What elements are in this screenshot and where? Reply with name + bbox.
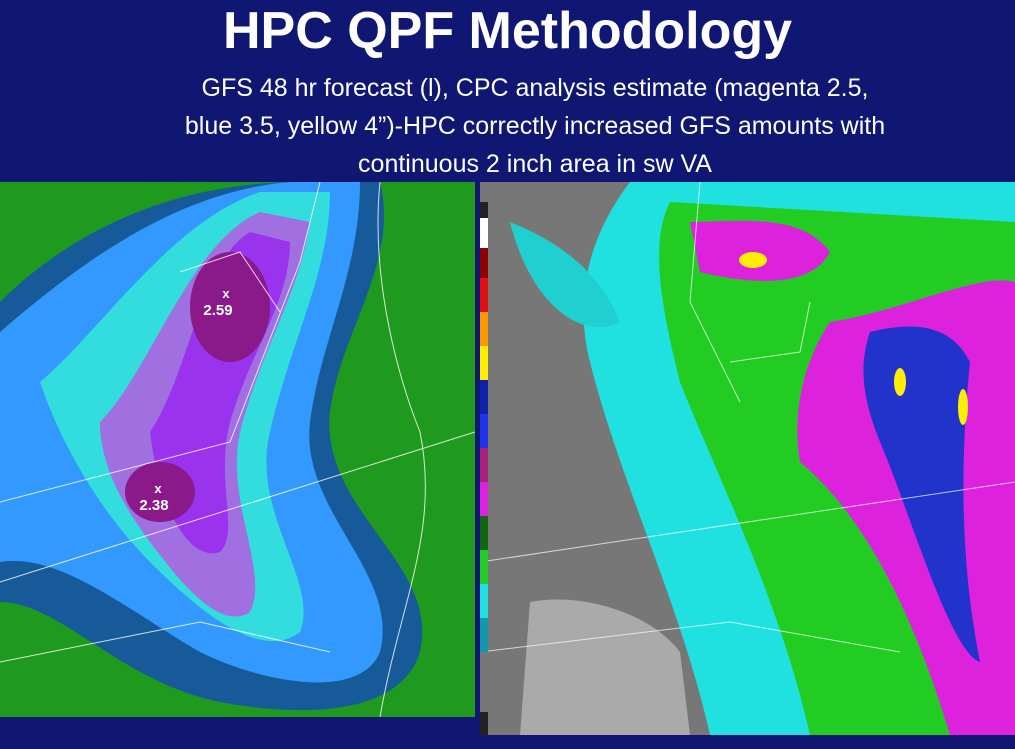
gfs-forecast-map: x 2.59 x 2.38 [0, 182, 475, 717]
subtitle-line: blue 3.5, yellow 4”)-HPC correctly incre… [184, 112, 886, 140]
max-marker: x [222, 286, 230, 301]
max-value: 2.59 [203, 302, 232, 319]
color-legend [480, 218, 488, 712]
max-value: 2.38 [139, 497, 168, 514]
max-marker: x [154, 481, 162, 496]
subtitle-line: continuous 2 inch area in sw VA [358, 150, 712, 178]
slide-title: HPC QPF Methodology [222, 2, 793, 60]
cpc-analysis-map [480, 182, 1015, 735]
subtitle-line: GFS 48 hr forecast (l), CPC analysis est… [201, 74, 869, 102]
